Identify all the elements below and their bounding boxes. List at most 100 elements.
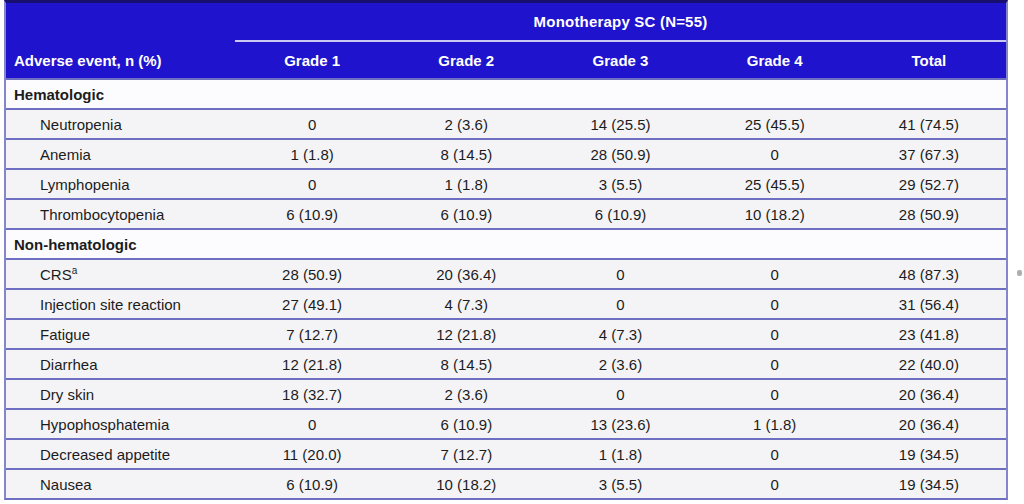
value-cell: 20 (36.4) [852, 416, 1006, 433]
adverse-event-name: Dry skin [6, 386, 235, 403]
value-cell: 0 [698, 386, 852, 403]
value-cell: 6 (10.9) [543, 206, 697, 223]
value-cell: 8 (14.5) [389, 146, 543, 163]
adverse-event-name: Diarrhea [6, 356, 235, 373]
value-cell: 7 (12.7) [389, 446, 543, 463]
value-cell: 27 (49.1) [235, 296, 389, 313]
section-row: Non-hematologic [6, 228, 1006, 258]
value-cell: 0 [235, 416, 389, 433]
value-cell: 13 (23.6) [543, 416, 697, 433]
value-cell: 0 [698, 326, 852, 343]
adverse-event-name: Nausea [6, 476, 235, 493]
value-cell: 7 (12.7) [235, 326, 389, 343]
value-cell: 20 (36.4) [389, 266, 543, 283]
table-header: Monotherapy SC (N=55) Adverse event, n (… [6, 3, 1006, 78]
spanner-title: Monotherapy SC (N=55) [235, 13, 1006, 30]
value-cell: 6 (10.9) [235, 476, 389, 493]
value-cell: 48 (87.3) [852, 266, 1006, 283]
column-header-grade-3: Grade 3 [543, 52, 697, 69]
adverse-event-name: Fatigue [6, 326, 235, 343]
adverse-event-name: Injection site reaction [6, 296, 235, 313]
section-row: Hematologic [6, 78, 1006, 108]
value-cell: 10 (18.2) [389, 476, 543, 493]
value-cell: 1 (1.8) [389, 176, 543, 193]
value-cell: 2 (3.6) [389, 386, 543, 403]
column-header-grade-1: Grade 1 [235, 52, 389, 69]
value-cell: 37 (67.3) [852, 146, 1006, 163]
table-row: Decreased appetite 11 (20.0)7 (12.7)1 (1.… [6, 438, 1006, 468]
table-row: Lymphopenia01 (1.8)3 (5.5)25 (45.5)29 (5… [6, 168, 1006, 198]
value-cell: 1 (1.8) [698, 416, 852, 433]
value-cell: 2 (3.6) [389, 116, 543, 133]
value-cell: 12 (21.8) [389, 326, 543, 343]
table-row: Dry skin18 (32.7)2 (3.6)0020 (36.4) [6, 378, 1006, 408]
adverse-event-label: Lymphopenia [40, 176, 130, 193]
section-label: Non-hematologic [6, 236, 235, 253]
adverse-event-label: Thrombocytopenia [40, 206, 164, 223]
adverse-event-name: Anemia [6, 146, 235, 163]
adverse-event-name: Decreased appetite [6, 446, 235, 463]
value-cell: 14 (25.5) [543, 116, 697, 133]
value-cell: 12 (21.8) [235, 356, 389, 373]
table-row: Neutropenia02 (3.6)14 (25.5)25 (45.5)41 … [6, 108, 1006, 138]
value-cell: 0 [235, 176, 389, 193]
spanner-row: Monotherapy SC (N=55) [6, 3, 1006, 40]
column-header-adverse-event: Adverse event, n (%) [6, 52, 235, 69]
table-row: Nausea6 (10.9)10 (18.2)3 (5.5)019 (34.5) [6, 468, 1006, 498]
value-cell: 0 [543, 386, 697, 403]
value-cell: 3 (5.5) [543, 476, 697, 493]
value-cell: 31 (56.4) [852, 296, 1006, 313]
value-cell: 29 (52.7) [852, 176, 1006, 193]
value-cell: 19 (34.5) [852, 476, 1006, 493]
value-cell: 18 (32.7) [235, 386, 389, 403]
column-header-total: Total [852, 52, 1006, 69]
value-cell: 8 (14.5) [389, 356, 543, 373]
table-row: Thrombocytopenia6 (10.9)6 (10.9)6 (10.9)… [6, 198, 1006, 228]
value-cell: 6 (10.9) [389, 206, 543, 223]
value-cell: 0 [698, 296, 852, 313]
value-cell: 0 [235, 116, 389, 133]
value-cell: 28 (50.9) [543, 146, 697, 163]
value-cell: 4 (7.3) [389, 296, 543, 313]
value-cell: 6 (10.9) [235, 206, 389, 223]
value-cell: 20 (36.4) [852, 386, 1006, 403]
table-row: Anemia 1 (1.8)8 (14.5)28 (50.9)037 (67.3) [6, 138, 1006, 168]
adverse-event-name: Lymphopenia [6, 176, 235, 193]
value-cell: 25 (45.5) [698, 116, 852, 133]
value-cell: 28 (50.9) [235, 266, 389, 283]
adverse-event-name: Thrombocytopenia [6, 206, 235, 223]
table-row: Injection site reaction27 (49.1)4 (7.3)0… [6, 288, 1006, 318]
adverse-event-label: Hypophosphatemia [40, 416, 169, 433]
value-cell: 23 (41.8) [852, 326, 1006, 343]
value-cell: 2 (3.6) [543, 356, 697, 373]
value-cell: 4 (7.3) [543, 326, 697, 343]
column-header-grade-2: Grade 2 [389, 52, 543, 69]
value-cell: 1 (1.8) [235, 146, 389, 163]
value-cell: 0 [543, 296, 697, 313]
screen-artifact [1017, 270, 1022, 276]
adverse-event-label: Diarrhea [40, 356, 98, 373]
value-cell: 25 (45.5) [698, 176, 852, 193]
value-cell: 0 [698, 356, 852, 373]
footnote-marker: a [72, 265, 78, 276]
table-body: HematologicNeutropenia02 (3.6)14 (25.5)2… [6, 78, 1006, 498]
value-cell: 0 [698, 446, 852, 463]
value-cell: 1 (1.8) [543, 446, 697, 463]
table-row: Fatigue 7 (12.7)12 (21.8)4 (7.3)023 (41.8… [6, 318, 1006, 348]
value-cell: 6 (10.9) [389, 416, 543, 433]
column-header-grade-4: Grade 4 [698, 52, 852, 69]
value-cell: 19 (34.5) [852, 446, 1006, 463]
adverse-event-name: CRSa [6, 266, 235, 283]
table-row: Hypophosphatemia 06 (10.9)13 (23.6)1 (1.8… [6, 408, 1006, 438]
value-cell: 11 (20.0) [235, 446, 389, 463]
adverse-event-label: Decreased appetite [40, 446, 170, 463]
adverse-event-label: Neutropenia [40, 116, 122, 133]
value-cell: 28 (50.9) [852, 206, 1006, 223]
adverse-event-label: Nausea [40, 476, 92, 493]
adverse-event-label: Fatigue [40, 326, 90, 343]
section-label: Hematologic [6, 86, 235, 103]
adverse-events-table: Monotherapy SC (N=55) Adverse event, n (… [4, 0, 1008, 500]
value-cell: 0 [698, 266, 852, 283]
value-cell: 0 [698, 146, 852, 163]
adverse-event-label: Anemia [40, 146, 91, 163]
